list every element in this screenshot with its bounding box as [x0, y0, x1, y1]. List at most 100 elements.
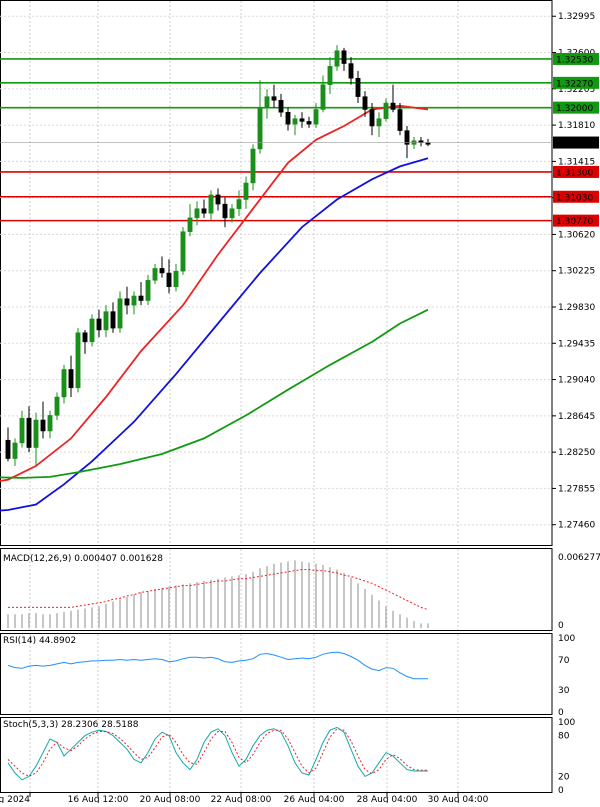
candle-body: [96, 318, 102, 331]
moving-average-red: [0, 104, 429, 482]
y-tick-label: 1.32995: [558, 12, 595, 22]
candle-body: [334, 50, 340, 67]
price-panel-frame: [0, 0, 553, 546]
x-tick-label: 20 Aug 08:00: [140, 795, 201, 803]
macd-y-tick-label: 0: [558, 621, 564, 631]
candle-body: [159, 268, 165, 274]
rsi-y-tick-label: 70: [558, 656, 570, 666]
candle-body: [278, 100, 284, 113]
y-tick-label: 1.28645: [558, 412, 595, 422]
y-tick-label: 1.31415: [558, 157, 595, 167]
candle-body: [75, 332, 81, 389]
candle-body: [222, 203, 228, 219]
y-tick-label: 1.29830: [558, 303, 595, 313]
y-tick-label: 1.28250: [558, 448, 595, 458]
candle-body: [12, 442, 18, 459]
resistance-level-label: 1.32000: [556, 104, 593, 114]
stoch-panel-title: Stoch(5,3,3) 28.2306 28.5188: [3, 720, 139, 730]
candle-body: [299, 118, 305, 122]
candle-body: [355, 77, 361, 97]
resistance-level-tag: [553, 101, 599, 114]
x-tick-label: 16 Aug 12:00: [68, 795, 129, 803]
rsi-panel-title: RSI(14) 44.8902: [3, 636, 76, 646]
y-tick-label: 1.27855: [558, 484, 595, 494]
candle-body: [145, 280, 151, 301]
stoch-y-tick-label: 20: [558, 772, 570, 782]
candle-body: [194, 208, 200, 219]
candle-body: [208, 194, 214, 214]
stoch-main-line: [7, 726, 428, 781]
candle-body: [5, 439, 11, 459]
current-price-tag: [553, 136, 599, 149]
candle-body: [257, 107, 263, 150]
y-tick-label: 1.30620: [558, 230, 595, 240]
candle-body: [131, 295, 137, 306]
candle-body: [250, 148, 256, 184]
rsi-line: [7, 651, 428, 680]
macd-y-tick-label: 0.006277: [558, 553, 600, 563]
candle-body: [124, 298, 130, 306]
candle-body: [313, 109, 319, 125]
candle-body: [180, 231, 186, 272]
support-level-tag: [553, 165, 599, 178]
candle-body: [320, 84, 326, 110]
x-tick-label: 14 Aug 2024: [0, 795, 30, 803]
candle-body: [243, 182, 249, 200]
candle-body: [152, 268, 158, 281]
resistance-level-label: 1.32270: [556, 79, 593, 89]
candle-body: [362, 96, 368, 110]
x-tick-label: 28 Aug 04:00: [357, 795, 418, 803]
candle-body: [404, 130, 410, 145]
candle-body: [19, 417, 25, 444]
rsi-y-tick-label: 0: [558, 708, 564, 718]
rsi-panel-frame: [0, 633, 553, 715]
candle-body: [285, 111, 291, 125]
candle-body: [82, 332, 88, 343]
candle-body: [327, 66, 333, 85]
candle-body: [166, 272, 172, 288]
support-level-label: 1.31300: [556, 168, 593, 178]
candle-body: [103, 311, 109, 331]
resistance-level-label: 1.32530: [556, 55, 593, 65]
candle-body: [61, 369, 67, 398]
candle-body: [229, 208, 235, 219]
candle-body: [306, 121, 312, 125]
support-level-tag: [553, 190, 599, 203]
candle-body: [110, 311, 116, 329]
candle-body: [271, 96, 277, 101]
candle-body: [138, 295, 144, 301]
x-tick-label: 22 Aug 08:00: [211, 795, 272, 803]
candle-body: [173, 270, 179, 288]
candle-body: [26, 417, 32, 448]
candle-body: [397, 109, 403, 131]
support-level-label: 1.31030: [556, 193, 593, 203]
candle-body: [89, 318, 95, 343]
rsi-y-tick-label: 30: [558, 686, 570, 696]
support-level-tag: [553, 214, 599, 227]
stoch-y-tick-label: 0: [558, 786, 564, 796]
candle-body: [292, 118, 298, 125]
y-tick-label: 1.31810: [558, 121, 595, 131]
y-tick-label: 1.32205: [558, 85, 595, 95]
candle-body: [47, 415, 53, 432]
stoch-y-tick-label: 80: [558, 732, 570, 742]
rsi-y-tick-label: 100: [558, 634, 575, 644]
stoch-signal-line: [7, 728, 428, 777]
macd-signal-line: [8, 569, 429, 611]
candle-body: [383, 102, 389, 119]
candle-body: [215, 194, 221, 205]
candle-body: [369, 109, 375, 127]
candle-body: [264, 96, 270, 108]
candle-body: [390, 102, 396, 110]
x-tick-label: 30 Aug 04:00: [428, 795, 489, 803]
candle-body: [341, 50, 347, 64]
y-tick-label: 1.30225: [558, 267, 595, 277]
moving-average-green: [0, 308, 429, 479]
macd-panel-title: MACD(12,26,9) 0.000407 0.001628: [3, 554, 163, 564]
support-level-label: 1.30770: [556, 217, 593, 227]
y-tick-label: 1.29040: [558, 376, 595, 386]
candle-body: [54, 396, 60, 416]
y-tick-label: 1.27460: [558, 521, 595, 531]
